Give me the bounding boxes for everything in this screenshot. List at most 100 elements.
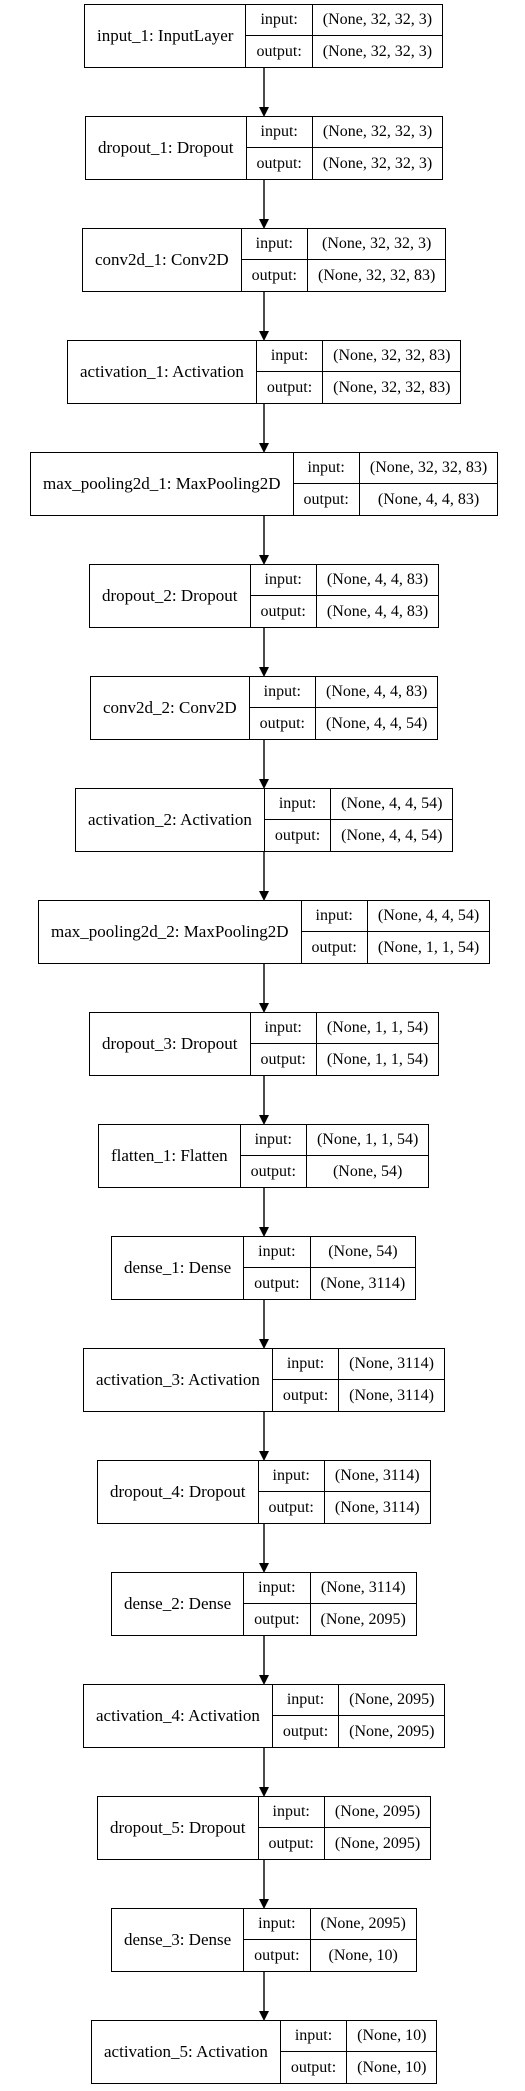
output-shape: (None, 32, 32, 83): [317, 266, 436, 284]
io-labels: input: output:: [280, 2021, 348, 2083]
output-shape: (None, 3114): [334, 1498, 420, 1516]
io-labels: input: output:: [246, 117, 313, 179]
input-shape: (None, 54): [310, 1237, 416, 1269]
layer-node: activation_4: Activation input: output: (No…: [83, 1684, 446, 1748]
output-shape: (None, 4, 4, 54): [325, 714, 428, 732]
input-label: input:: [244, 1237, 310, 1269]
layer-name: activation_3: Activation: [84, 1349, 273, 1411]
input-shape: (None, 2095): [324, 1797, 431, 1829]
output-label: output:: [259, 714, 305, 732]
input-shape: (None, 3114): [339, 1349, 444, 1381]
layer-name: dense_1: Dense: [112, 1237, 245, 1299]
output-label: output:: [256, 42, 302, 60]
layer-node: max_pooling2d_1: MaxPooling2D input: outpu…: [30, 452, 499, 516]
input-label: input:: [258, 1461, 324, 1493]
input-label: input:: [264, 789, 331, 821]
shape-values: (None, 32, 32, 3) (None, 32, 32, 3): [312, 117, 443, 179]
output-label: output:: [256, 154, 302, 172]
output-label: output:: [290, 2058, 337, 2076]
input-label: input:: [272, 1685, 339, 1717]
output-shape: (None, 2095): [320, 1610, 406, 1628]
layer-name: max_pooling2d_2: MaxPooling2D: [39, 901, 302, 963]
shape-values: (None, 4, 4, 54) (None, 1, 1, 54): [367, 901, 490, 963]
output-label: output:: [268, 1834, 314, 1852]
input-label: input:: [250, 1013, 316, 1045]
layer-node: dropout_5: Dropout input: output: (None, 20…: [97, 1796, 432, 1860]
io-labels: input: output:: [272, 1349, 340, 1411]
layer-name: dense_2: Dense: [112, 1573, 245, 1635]
layer-name: conv2d_2: Conv2D: [91, 677, 250, 739]
io-labels: input: output:: [244, 1237, 311, 1299]
io-labels: input: output:: [249, 677, 316, 739]
input-shape: (None, 1, 1, 54): [306, 1125, 429, 1157]
output-label: output:: [282, 1722, 329, 1740]
input-label: input:: [250, 565, 316, 597]
input-shape: (None, 3114): [310, 1573, 416, 1605]
output-shape: (None, 32, 32, 83): [333, 378, 451, 396]
layer-node: max_pooling2d_2: MaxPooling2D input: outpu…: [38, 900, 491, 964]
shape-values: (None, 32, 32, 83) (None, 32, 32, 83): [323, 341, 461, 403]
layer-name: dropout_3: Dropout: [90, 1013, 251, 1075]
layer-name: dropout_5: Dropout: [98, 1797, 259, 1859]
layer-node: activation_5: Activation input: output: (No…: [91, 2020, 438, 2084]
input-label: input:: [293, 453, 359, 485]
shape-values: (None, 54) (None, 3114): [310, 1237, 416, 1299]
layer-name: flatten_1: Flatten: [99, 1125, 241, 1187]
io-labels: input: output:: [264, 789, 332, 851]
io-labels: input: output:: [301, 901, 368, 963]
io-labels: input: output:: [246, 5, 313, 67]
layer-node: dropout_2: Dropout input: output: (None, 4,…: [89, 564, 440, 628]
input-shape: (None, 4, 4, 83): [316, 565, 439, 597]
shape-values: (None, 10) (None, 10): [347, 2021, 437, 2083]
input-shape: (None, 2095): [310, 1909, 416, 1941]
input-shape: (None, 32, 32, 83): [323, 341, 461, 373]
input-label: input:: [258, 1797, 324, 1829]
shape-values: (None, 32, 32, 3) (None, 32, 32, 3): [312, 5, 443, 67]
output-shape: (None, 1, 1, 54): [377, 938, 480, 956]
input-shape: (None, 1, 1, 54): [316, 1013, 439, 1045]
output-label: output:: [266, 378, 313, 396]
output-label: output:: [254, 1274, 300, 1292]
output-shape: (None, 4, 4, 83): [377, 490, 480, 508]
input-shape: (None, 32, 32, 83): [359, 453, 498, 485]
shape-values: (None, 2095) (None, 2095): [339, 1685, 445, 1747]
layer-node: conv2d_2: Conv2D input: output: (None, 4, 4…: [90, 676, 439, 740]
io-labels: input: output:: [258, 1461, 325, 1523]
input-label: input:: [246, 5, 312, 37]
io-labels: input: output:: [244, 1909, 311, 1971]
layer-name: conv2d_1: Conv2D: [83, 229, 242, 291]
layer-node: flatten_1: Flatten input: output: (None, 1,…: [98, 1124, 430, 1188]
layer-name: activation_4: Activation: [84, 1685, 273, 1747]
layer-node: dropout_4: Dropout input: output: (None, 31…: [97, 1460, 431, 1524]
input-label: input:: [241, 229, 307, 261]
output-label: output:: [250, 1162, 296, 1180]
shape-values: (None, 3114) (None, 3114): [324, 1461, 430, 1523]
output-shape: (None, 4, 4, 54): [341, 826, 443, 844]
io-labels: input: output:: [256, 341, 324, 403]
output-shape: (None, 1, 1, 54): [326, 1050, 429, 1068]
output-shape: (None, 32, 32, 3): [322, 154, 433, 172]
input-shape: (None, 4, 4, 54): [331, 789, 453, 821]
layer-node: dense_3: Dense input: output: (None, 2095)(…: [111, 1908, 417, 1972]
io-labels: input: output:: [250, 565, 317, 627]
shape-values: (None, 32, 32, 83) (None, 4, 4, 83): [359, 453, 498, 515]
output-label: output:: [282, 1386, 329, 1404]
shape-values: (None, 4, 4, 54) (None, 4, 4, 54): [331, 789, 453, 851]
layer-node: activation_2: Activation input: output: (No…: [75, 788, 454, 852]
output-label: output:: [251, 266, 297, 284]
shape-values: (None, 3114) (None, 3114): [339, 1349, 444, 1411]
layer-node: dense_1: Dense input: output: (None, 54) (No…: [111, 1236, 417, 1300]
shape-values: (None, 4, 4, 83) (None, 4, 4, 54): [315, 677, 438, 739]
io-labels: input: output:: [244, 1573, 311, 1635]
io-labels: input: output:: [240, 1125, 307, 1187]
output-label: output:: [268, 1498, 314, 1516]
output-label: output:: [260, 1050, 306, 1068]
input-shape: (None, 4, 4, 83): [315, 677, 438, 709]
input-label: input:: [280, 2021, 347, 2053]
io-labels: input: output:: [241, 229, 308, 291]
output-label: output:: [254, 1610, 300, 1628]
shape-values: (None, 2095) (None, 2095): [324, 1797, 431, 1859]
output-label: output:: [303, 490, 349, 508]
layer-node: activation_1: Activation input: output: (No…: [67, 340, 462, 404]
